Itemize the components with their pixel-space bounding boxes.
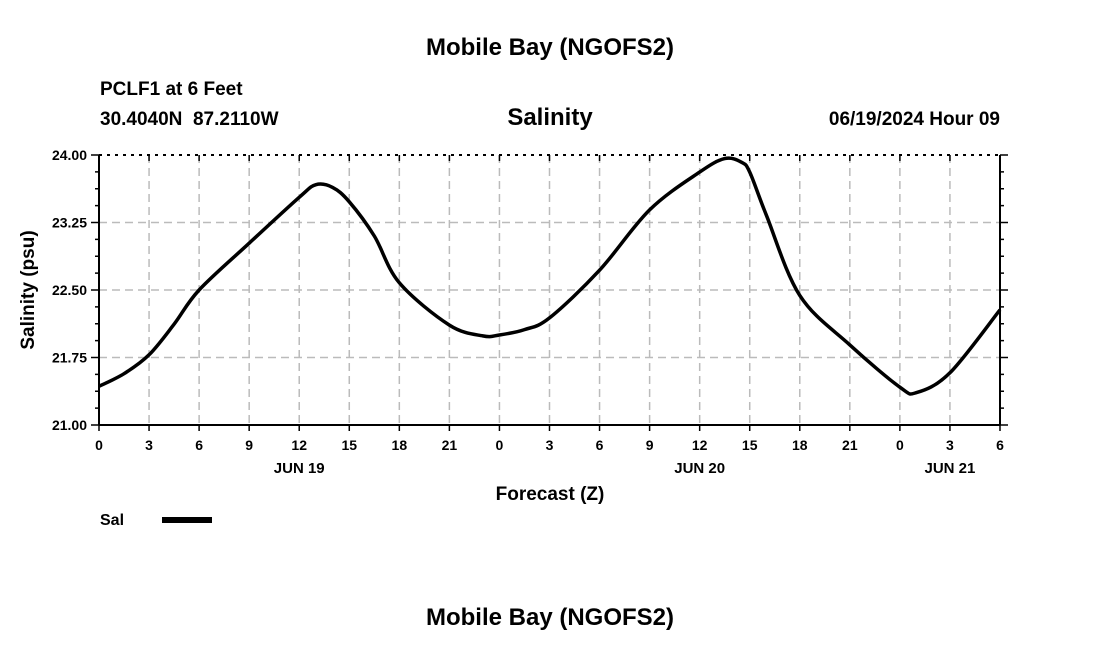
x-tick-label: 12: [291, 437, 307, 453]
y-axis-label: Salinity (psu): [18, 230, 39, 349]
y-tick-label: 22.50: [52, 282, 87, 298]
legend-label: Sal: [100, 512, 124, 529]
day-label: JUN 20: [674, 460, 725, 477]
x-axis-label: Forecast (Z): [496, 484, 605, 505]
y-tick-label: 23.25: [52, 215, 87, 231]
x-tick-label: 0: [896, 437, 904, 453]
chart-title: Mobile Bay (NGOFS2): [426, 34, 674, 61]
x-tick-label: 9: [646, 437, 654, 453]
series-line-sal: [98, 156, 1002, 396]
y-tick-label: 21.75: [52, 350, 87, 366]
x-tick-label: 0: [95, 437, 103, 453]
x-tick-label: 18: [792, 437, 808, 453]
day-label: JUN 19: [274, 460, 325, 477]
x-tick-label: 3: [546, 437, 554, 453]
y-tick-label: 21.00: [52, 417, 87, 433]
x-tick-label: 3: [145, 437, 153, 453]
forecast-datetime: 06/19/2024 Hour 09: [829, 109, 1000, 130]
x-tick-label: 15: [742, 437, 758, 453]
x-tick-label: 3: [946, 437, 954, 453]
x-tick-label: 0: [496, 437, 504, 453]
x-tick-label: 9: [245, 437, 253, 453]
x-tick-label: 6: [596, 437, 604, 453]
day-label: JUN 21: [925, 460, 976, 477]
y-tick-label: 24.00: [52, 147, 87, 163]
x-tick-label: 18: [392, 437, 408, 453]
footer-title: Mobile Bay (NGOFS2): [426, 604, 674, 631]
x-tick-label: 21: [842, 437, 858, 453]
x-tick-label: 15: [341, 437, 357, 453]
x-tick-label: 12: [692, 437, 708, 453]
chart-subtitle: Salinity: [507, 104, 593, 131]
x-tick-label: 21: [442, 437, 458, 453]
x-tick-label: 6: [996, 437, 1004, 453]
station-label: PCLF1 at 6 Feet: [100, 79, 243, 100]
x-tick-label: 6: [195, 437, 203, 453]
station-coords: 30.4040N 87.2110W: [100, 109, 279, 130]
